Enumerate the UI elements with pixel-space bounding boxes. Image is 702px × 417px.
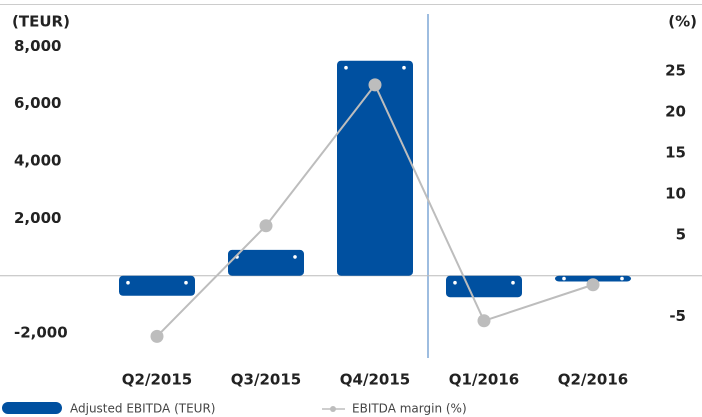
margin-point	[477, 314, 491, 328]
x-tick-label: Q1/2016	[449, 371, 519, 389]
bar-rivet	[293, 255, 297, 259]
y-tick-label: -2,000	[14, 324, 68, 342]
legend-dot	[330, 406, 336, 412]
margin-point	[586, 278, 600, 292]
y2-tick-label: 5	[676, 225, 686, 243]
y2-tick-label: 15	[665, 143, 686, 161]
legend-label: EBITDA margin (%)	[352, 402, 467, 416]
y2-tick-label: -5	[669, 307, 686, 325]
margin-point	[259, 219, 273, 233]
margin-point	[150, 329, 164, 343]
x-tick-label: Q2/2015	[122, 371, 192, 389]
bar-rivet	[620, 276, 624, 281]
bar-rivet	[344, 65, 348, 70]
bar	[228, 249, 304, 276]
bar	[446, 275, 522, 298]
y-tick-label: 8,000	[14, 37, 61, 55]
y2-tick-label: 20	[665, 102, 686, 120]
y2-tick-label: 10	[665, 184, 686, 202]
x-tick-label: Q4/2015	[340, 371, 410, 389]
y2-tick-label: 25	[665, 61, 686, 79]
x-tick-label: Q3/2015	[231, 371, 301, 389]
x-tick-label: Q2/2016	[558, 371, 628, 389]
bar-rivet	[184, 280, 188, 285]
bar-rivet	[453, 280, 457, 285]
y-tick-label: 4,000	[14, 152, 61, 170]
bar-rivet	[126, 280, 130, 285]
y-tick-label: 2,000	[14, 209, 61, 227]
y-axis-title: (TEUR)	[12, 13, 70, 31]
y-tick-label: 6,000	[14, 94, 61, 112]
bar-rivet	[562, 276, 566, 281]
legend-swatch	[2, 402, 62, 414]
bar	[119, 275, 195, 296]
y2-axis-title: (%)	[668, 13, 697, 31]
legend-label: Adjusted EBITDA (TEUR)	[70, 402, 215, 416]
margin-point	[368, 78, 382, 92]
bar	[337, 60, 413, 276]
bar-rivet	[511, 280, 515, 285]
bar-rivet	[402, 65, 406, 70]
